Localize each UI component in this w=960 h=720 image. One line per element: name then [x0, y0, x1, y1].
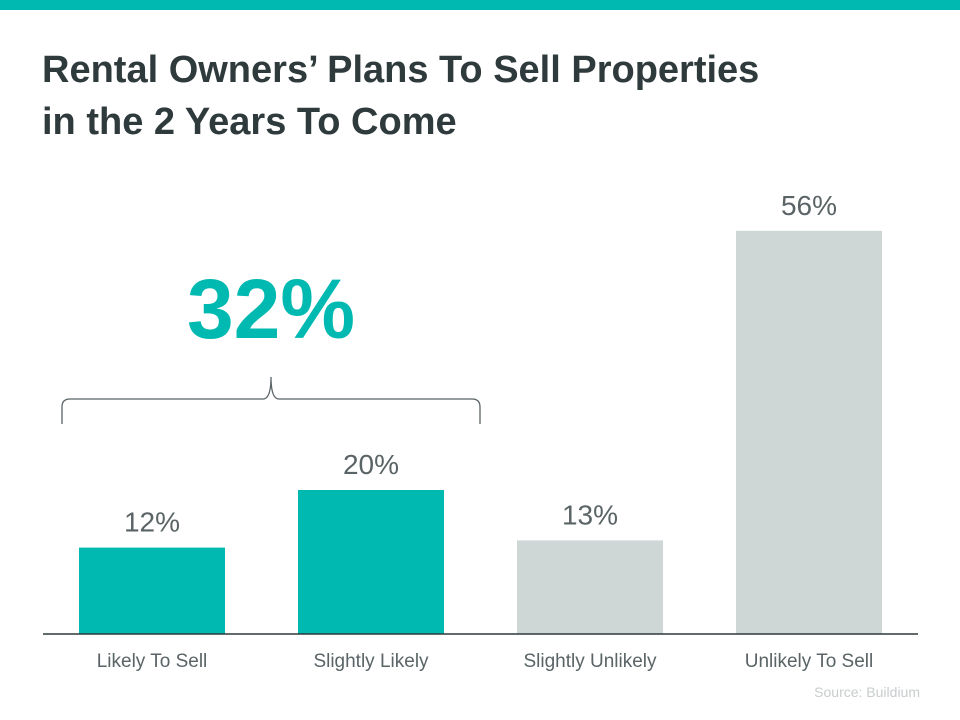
callout-total-value: 32% [187, 262, 355, 356]
bar-slightly-unlikely [517, 540, 663, 634]
chart-title-line-1: Rental Owners’ Plans To Sell Properties [42, 49, 760, 91]
value-labels-group: 12% 20% 13% 56% [124, 190, 837, 538]
category-labels-group: Likely To Sell Slightly Likely Slightly Un… [97, 651, 874, 672]
category-label: Slightly Likely [313, 651, 429, 672]
category-label: Unlikely To Sell [745, 651, 873, 672]
top-accent-bar [0, 0, 960, 10]
value-label: 13% [562, 499, 618, 530]
category-label: Slightly Unlikely [523, 651, 657, 672]
value-label: 20% [343, 449, 399, 480]
bars-group [79, 230, 882, 635]
value-label: 12% [124, 507, 180, 538]
bar-unlikely-to-sell [736, 230, 882, 635]
group-brace [61, 376, 481, 424]
chart-title: Rental Owners’ Plans To Sell Properties … [42, 44, 922, 148]
category-label: Likely To Sell [97, 651, 208, 672]
source-note: Source: Buildium [814, 684, 920, 700]
chart-title-line-2: in the 2 Years To Come [42, 101, 457, 143]
bar-slightly-likely [298, 490, 444, 634]
value-label: 56% [781, 190, 837, 221]
bar-likely-to-sell [79, 547, 225, 634]
